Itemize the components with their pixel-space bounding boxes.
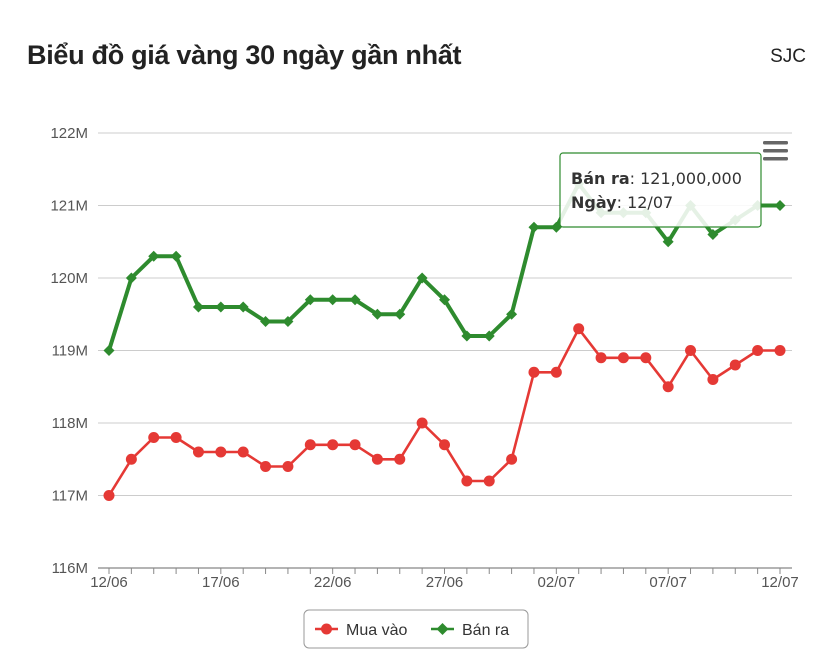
data-point[interactable] (148, 432, 160, 443)
data-point[interactable] (439, 294, 450, 306)
data-point[interactable] (282, 461, 294, 472)
data-point[interactable] (707, 229, 719, 240)
x-tick-label: 22/06 (314, 574, 352, 591)
data-point[interactable] (170, 250, 182, 262)
data-point[interactable] (506, 308, 518, 320)
tooltip-line-value: Bán ra: 121,000,000 (571, 169, 742, 188)
chart-menu-button[interactable] (756, 137, 792, 167)
data-point[interactable] (729, 359, 741, 371)
x-tick-label: 17/06 (202, 574, 240, 591)
x-axis-labels: 12/06 17/06 22/06 27/06 02/07 07/07 12/07 (90, 574, 799, 591)
legend-label-sell: Bán ra (462, 622, 509, 639)
legend-item-buy[interactable]: Mua vào (315, 622, 407, 639)
data-point[interactable] (550, 366, 562, 378)
chart-title: Biểu đồ giá vàng 30 ngày gần nhất (27, 40, 462, 70)
data-point[interactable] (260, 461, 272, 472)
data-point[interactable] (595, 352, 607, 364)
data-point[interactable] (416, 272, 428, 284)
data-point[interactable] (752, 345, 764, 356)
data-point[interactable] (774, 200, 786, 211)
y-tick-label: 122M (50, 125, 88, 142)
data-point[interactable] (237, 446, 249, 458)
y-tick-label: 120M (50, 270, 88, 287)
legend-box (303, 609, 529, 649)
data-point[interactable] (304, 294, 316, 306)
data-point[interactable] (327, 439, 339, 451)
data-point[interactable] (215, 301, 227, 313)
data-point[interactable] (148, 250, 160, 262)
grid-lines (98, 132, 792, 496)
data-point[interactable] (640, 352, 652, 364)
data-point[interactable] (461, 475, 473, 487)
x-tick-label: 12/06 (90, 574, 128, 591)
tooltip: Bán ra: 121,000,000 Ngày: 12/07 (559, 152, 762, 228)
data-point[interactable] (394, 453, 406, 465)
data-point[interactable] (662, 236, 674, 248)
tooltip-value: 121,000,000 (640, 169, 742, 188)
data-point[interactable] (573, 323, 585, 335)
tooltip-box (559, 152, 762, 228)
data-point[interactable] (550, 221, 562, 233)
data-point[interactable] (103, 490, 115, 501)
hamburger-menu-icon[interactable] (763, 141, 788, 161)
data-point[interactable] (528, 366, 540, 378)
data-point[interactable] (192, 446, 204, 458)
data-point[interactable] (125, 272, 137, 284)
x-tick-label: 07/07 (649, 574, 687, 591)
data-point[interactable] (282, 316, 294, 327)
data-point[interactable] (617, 352, 629, 364)
data-point[interactable] (371, 453, 383, 465)
x-tick-label: 27/06 (426, 574, 464, 591)
data-point[interactable] (707, 374, 719, 385)
tooltip-date-label: Ngày (571, 193, 617, 212)
legend-item-sell[interactable]: Bán ra (431, 622, 509, 639)
y-tick-label: 116M (52, 560, 88, 577)
y-tick-label: 121M (50, 198, 88, 215)
y-tick-label: 118M (52, 415, 88, 432)
data-point[interactable] (483, 330, 495, 342)
data-point[interactable] (327, 294, 339, 306)
data-point[interactable] (461, 330, 473, 342)
y-tick-label: 117M (52, 488, 88, 505)
tooltip-line-date: Ngày: 12/07 (571, 193, 673, 212)
data-point[interactable] (528, 221, 540, 233)
diamond-marker-icon (436, 623, 449, 635)
data-point[interactable] (371, 308, 383, 320)
series-buy (103, 323, 786, 501)
tooltip-date: 12/07 (627, 193, 673, 212)
data-point[interactable] (439, 439, 450, 451)
legend[interactable]: Mua vào Bán ra (303, 609, 529, 649)
series-line-buy (107, 327, 780, 497)
data-point[interactable] (774, 345, 786, 356)
legend-label-buy: Mua vào (346, 622, 407, 639)
data-point[interactable] (170, 432, 182, 443)
data-point[interactable] (237, 301, 249, 313)
data-point[interactable] (192, 301, 204, 313)
brand-label: SJC (770, 46, 806, 67)
data-point[interactable] (215, 446, 227, 458)
data-point[interactable] (483, 475, 495, 487)
data-point[interactable] (394, 308, 406, 320)
x-tick-label: 12/07 (761, 574, 799, 591)
x-axis (98, 567, 792, 574)
data-point[interactable] (304, 439, 316, 451)
x-tick-label: 02/07 (538, 574, 576, 591)
data-point[interactable] (260, 316, 272, 327)
data-point[interactable] (349, 294, 361, 306)
circle-marker-icon (321, 623, 332, 635)
data-point[interactable] (662, 381, 674, 393)
data-point[interactable] (685, 345, 697, 356)
data-point[interactable] (416, 417, 428, 429)
data-point[interactable] (506, 453, 518, 465)
y-tick-label: 119M (52, 343, 88, 360)
tooltip-series-label: Bán ra (571, 169, 630, 188)
data-point[interactable] (349, 439, 361, 451)
y-axis-labels: 116M 117M 118M 119M 120M 121M 122M (50, 125, 88, 577)
data-point[interactable] (125, 453, 137, 465)
data-point[interactable] (103, 345, 115, 356)
